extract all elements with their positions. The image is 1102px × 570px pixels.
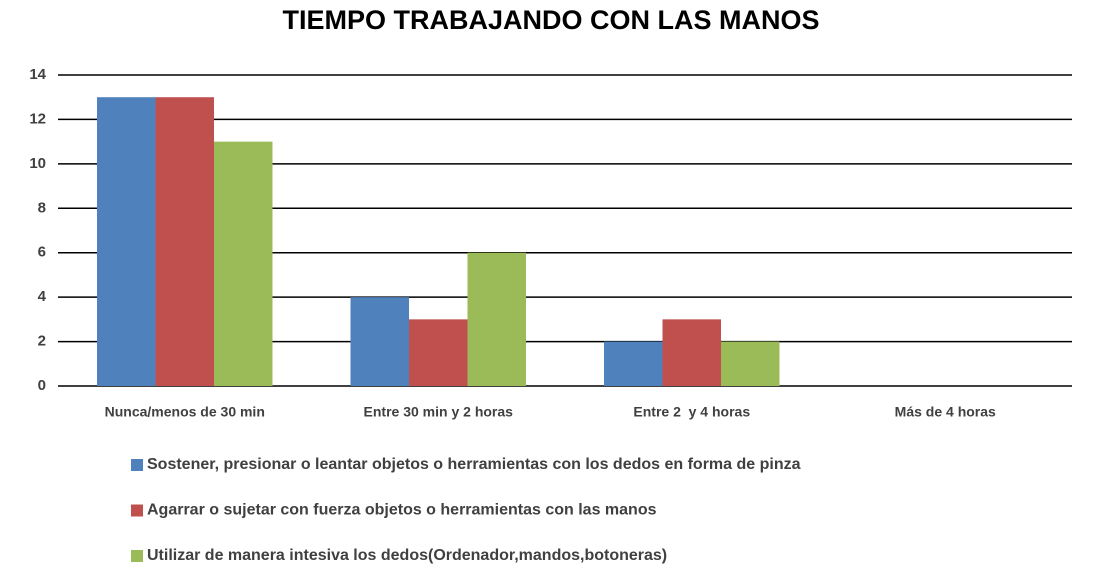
legend-swatch	[131, 459, 143, 471]
legend-swatch	[131, 504, 143, 517]
x-tick-label: Más de 4 horas	[895, 404, 996, 420]
y-tick-label: 12	[29, 110, 46, 127]
legend-label: Utilizar de manera intesiva los dedos(Or…	[147, 547, 667, 564]
legend-label: Sostener, presionar o leantar objetos o …	[147, 456, 801, 473]
bar	[721, 341, 780, 386]
x-tick-label: Entre 30 min y 2 horas	[364, 404, 514, 420]
y-tick-label: 14	[29, 66, 46, 83]
bar	[467, 252, 526, 386]
legend-label: Agarrar o sujetar con fuerza objetos o h…	[147, 502, 657, 519]
legend-swatch	[131, 550, 143, 562]
y-tick-label: 10	[29, 155, 46, 172]
y-tick-label: 4	[38, 288, 47, 305]
bar	[662, 319, 721, 386]
bar	[350, 297, 409, 386]
chart-title: TIEMPO TRABAJANDO CON LAS MANOS	[282, 5, 819, 35]
x-tick-label: Nunca/menos de 30 min	[105, 404, 265, 420]
bar	[409, 319, 468, 386]
bar	[155, 97, 214, 386]
y-tick-label: 6	[38, 244, 46, 261]
x-tick-label: Entre 2 y 4 horas	[633, 404, 750, 420]
bar	[604, 341, 663, 386]
bar	[214, 141, 273, 386]
y-tick-label: 0	[38, 377, 46, 394]
bar	[97, 97, 156, 386]
y-tick-label: 8	[38, 199, 46, 216]
y-tick-label: 2	[38, 333, 46, 350]
